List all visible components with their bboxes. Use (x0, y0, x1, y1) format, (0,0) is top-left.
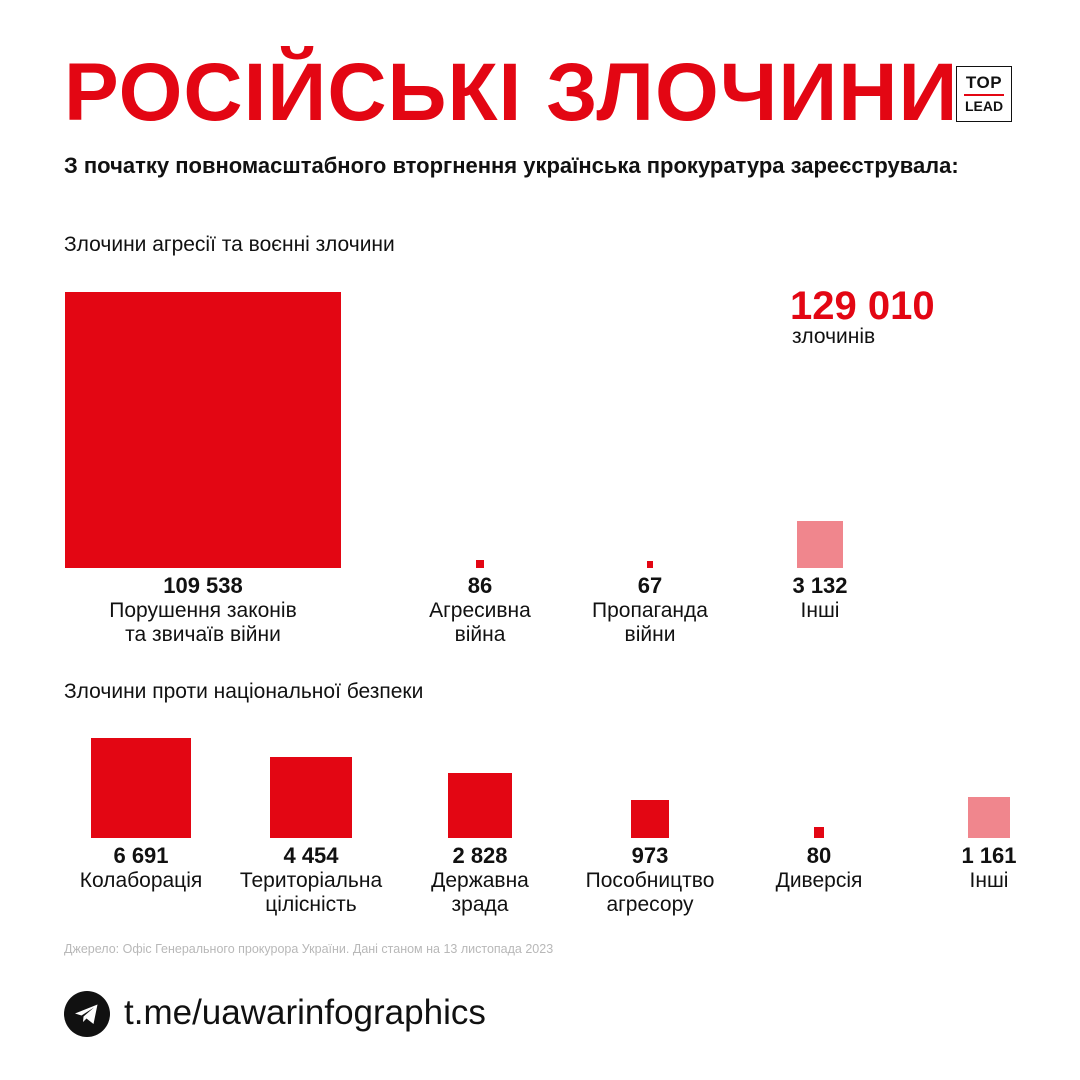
chart2-value-label-2: 4 454 (283, 843, 339, 868)
category-label-line: Інші (800, 599, 840, 622)
category-label-line: Колаборація (79, 869, 203, 892)
section-title-national-security: Злочини проти національної безпеки (64, 680, 424, 703)
chart1-value-label-3: 67 (637, 573, 663, 598)
chart2-square-4 (631, 800, 669, 838)
chart1-square-2 (476, 560, 484, 568)
chart2-square-2 (270, 756, 352, 838)
category-label-line: Пособництво (585, 869, 715, 892)
chart2-category-label-6: Інші (869, 869, 1080, 893)
category-label-line: Диверсія (775, 869, 863, 892)
chart2-square-6 (968, 796, 1010, 838)
subtitle: З початку повномасштабного вторгнення ук… (64, 153, 959, 178)
chart2-category-label-1: Колаборація (21, 869, 261, 893)
chart1-square-4 (796, 521, 844, 568)
chart2-square-3 (447, 773, 513, 838)
chart2-category-label-2: Територіальна цілісність (191, 869, 431, 917)
chart2-category-label-3: Державна зрада (360, 869, 600, 917)
category-label-line: цілісність (265, 893, 357, 916)
logo-line-bottom: LEAD (964, 98, 1004, 114)
category-label-line: Державна (431, 869, 529, 892)
chart2-value-label-1: 6 691 (113, 843, 169, 868)
category-label-line: Порушення законів (109, 599, 297, 622)
chart2-square-5 (813, 827, 825, 838)
total-crimes-value: 129 010 (790, 284, 935, 328)
source-note: Джерело: Офіс Генерального прокурора Укр… (64, 942, 554, 956)
chart2-value-label-5: 80 (806, 843, 832, 868)
total-crimes-unit: злочинів (792, 325, 876, 348)
chart1-square-1 (64, 291, 342, 568)
telegram-icon[interactable] (64, 991, 110, 1037)
chart1-category-label-2: Агресивна війна (360, 599, 600, 647)
chart1-square-3 (646, 561, 654, 568)
chart2-value-label-6: 1 161 (961, 843, 1017, 868)
chart1-category-label-1: Порушення законів та звичаїв війни (83, 599, 323, 647)
section-title-aggression: Злочини агресії та воєнні злочини (64, 233, 395, 256)
category-label-line: та звичаїв війни (125, 623, 281, 646)
top-lead-logo: TOP LEAD (956, 66, 1012, 122)
page-title: РОСІЙСЬКІ ЗЛОЧИНИ (64, 47, 959, 138)
chart1-category-label-4: Інші (700, 599, 940, 623)
chart2-square-1 (91, 738, 191, 838)
logo-line-top: TOP (965, 73, 1003, 92)
chart1-category-label-3: Пропаганда війни (530, 599, 770, 647)
category-label-line: Територіальна (239, 869, 383, 892)
chart2-category-label-5: Диверсія (699, 869, 939, 893)
chart2-value-label-4: 973 (631, 843, 669, 868)
chart2-value-label-3: 2 828 (452, 843, 508, 868)
category-label-line: війни (624, 623, 676, 646)
telegram-channel-link[interactable]: t.me/uawarinfographics (124, 993, 486, 1032)
category-label-line: агресору (606, 893, 694, 916)
category-label-line: війна (454, 623, 506, 646)
chart1-value-label-1: 109 538 (163, 573, 243, 598)
logo-divider (964, 94, 1004, 96)
chart2-category-label-4: Пособництво агресору (530, 869, 770, 917)
category-label-line: зрада (451, 893, 509, 916)
category-label-line: Пропаганда (592, 599, 708, 622)
category-label-line: Інші (969, 869, 1009, 892)
chart1-value-label-2: 86 (467, 573, 493, 598)
category-label-line: Агресивна (429, 599, 531, 622)
chart1-value-label-4: 3 132 (792, 573, 848, 598)
